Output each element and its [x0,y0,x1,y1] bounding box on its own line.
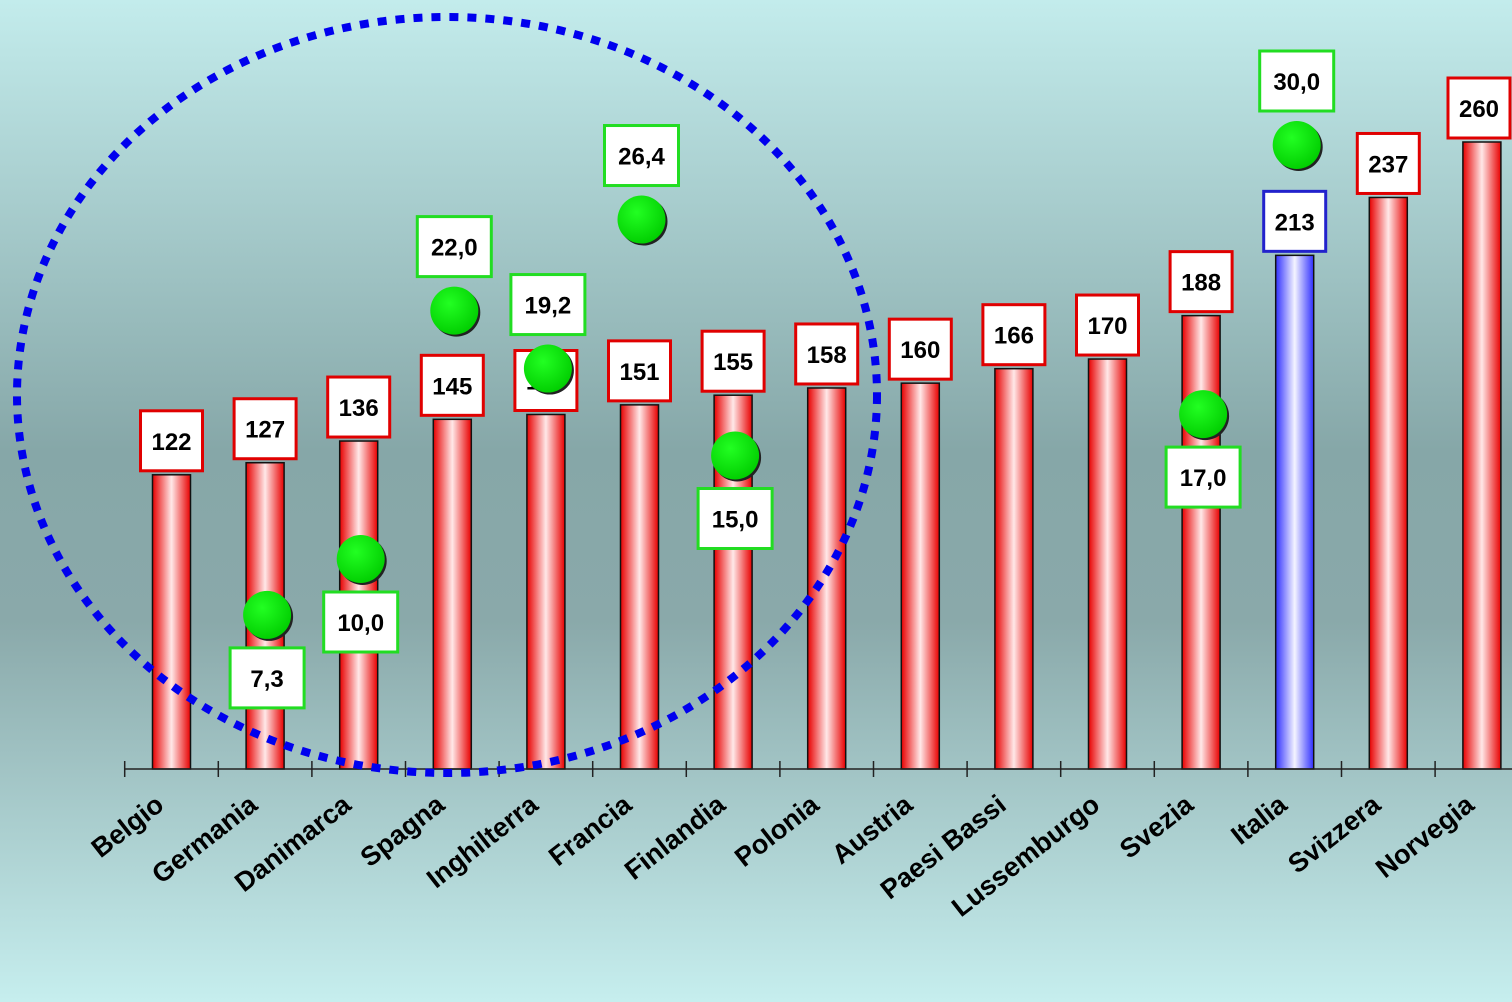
bar-value-text: 160 [900,337,940,364]
markers-layer: 7,3 10,0 22,0 19,2 26,4 15,0 17,0 30,0 [228,49,1336,710]
dotted-annotation-ellipse [13,13,881,777]
bar-value-text: 145 [432,373,472,400]
bar-italia [1274,254,1315,770]
green-marker [336,535,385,583]
x-tick-label: Italia [1225,788,1293,850]
green-marker [243,590,292,639]
bar-value-text: 213 [1275,209,1315,236]
bar-value-label: 136 [326,375,392,439]
bar-value-label: 145 [419,353,485,417]
bar-value-label: 170 [1075,293,1140,357]
marker-value-label: 15,0 [696,487,774,550]
bar-value-label: 260 [1446,76,1512,140]
green-marker [523,344,572,393]
x-tick-label: Polonia [729,788,825,872]
x-axis [123,761,1512,777]
bar-value-text: 122 [151,429,191,456]
x-tick-label: Svezia [1114,788,1199,864]
marker-value-text: 19,2 [525,293,572,320]
bar-value-text: 151 [619,359,659,386]
bar-value-label: 188 [1168,250,1234,314]
bar-labels-layer: 1221271361451471511551581601661701882132… [139,76,1512,473]
marker-value-text: 26,4 [618,144,665,171]
bar-value-label: 122 [139,409,204,473]
bar-value-label: 213 [1262,189,1328,253]
bar-value-text: 188 [1181,270,1221,297]
highlight-ellipse [13,13,881,777]
marker-value-label: 17,0 [1164,445,1242,509]
bar-inghilterra [526,413,566,770]
bar-spagna [432,418,473,770]
bar-value-label: 127 [232,397,298,461]
bar-francia [619,404,660,770]
x-tick-label: Finlandia [619,788,732,885]
marker-value-label: 22,0 [415,215,493,279]
bar-value-text: 166 [994,323,1034,350]
marker-value-text: 10,0 [337,610,384,637]
marker-value-label: 10,0 [322,590,400,654]
bar-value-label: 155 [700,329,766,393]
x-tick-label: Belgio [86,789,169,863]
bar-value-text: 155 [713,349,753,376]
bar-value-text: 170 [1087,313,1127,340]
green-marker [430,286,479,335]
bar-value-text: 260 [1459,96,1499,123]
bar-value-label: 160 [887,317,953,381]
bar-value-label: 151 [607,339,672,403]
marker-value-text: 7,3 [250,666,283,693]
bar-paesi-bassi [994,367,1034,770]
bar-value-text: 136 [339,395,379,422]
bar-value-text: 158 [807,342,847,369]
x-tick-label: Norvegia [1370,788,1480,883]
x-tick-labels: BelgioGermaniaDanimarcaSpagnaInghilterra… [86,788,1481,922]
bar-value-text: 127 [245,417,285,444]
green-marker [617,195,666,244]
green-marker [1179,390,1228,439]
marker-value-label: 26,4 [603,124,680,188]
x-tick-label: Svizzera [1282,788,1386,879]
bar-norvegia [1462,141,1502,770]
bar-svizzera [1368,196,1409,770]
marker-value-label: 7,3 [228,646,306,710]
marker-value-label: 30,0 [1258,49,1336,113]
bar-svezia [1181,314,1221,770]
marker-value-text: 15,0 [712,507,759,534]
marker-value-text: 30,0 [1273,69,1320,96]
marker-value-text: 17,0 [1180,465,1227,492]
bar-value-label: 158 [794,322,860,386]
marker-value-text: 22,0 [431,235,478,262]
bar-lussemburgo [1087,358,1128,770]
marker-value-label: 19,2 [509,273,587,337]
green-marker [711,431,760,480]
bar-value-label: 237 [1355,131,1421,195]
bar-value-label: 166 [981,303,1047,367]
bar-belgio [151,474,192,770]
bar-polonia [806,387,847,770]
bar-value-text: 237 [1368,151,1408,178]
bar-austria [900,382,941,770]
green-marker [1272,121,1321,169]
